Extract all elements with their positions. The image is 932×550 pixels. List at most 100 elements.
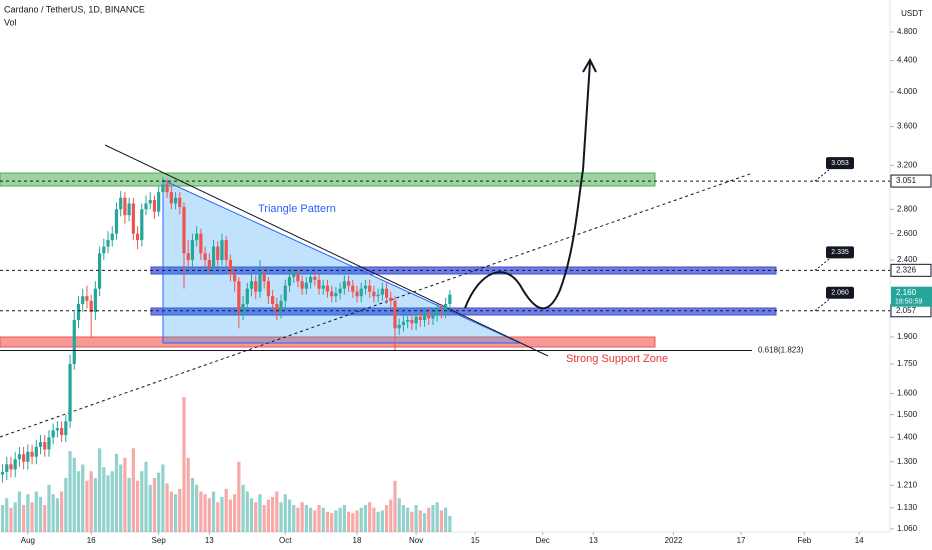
y-tick-label: 1.600 xyxy=(897,389,918,398)
resistance-zone xyxy=(0,172,656,187)
volume-bar xyxy=(296,507,300,532)
candle-body xyxy=(17,454,22,460)
arrow-head xyxy=(582,57,597,73)
level-zone xyxy=(150,307,777,316)
volume-bar xyxy=(292,505,296,532)
support-label: Strong Support Zone xyxy=(566,353,668,365)
volume-bar xyxy=(114,453,119,532)
volume-bar xyxy=(152,478,157,532)
candle-body xyxy=(241,303,245,312)
volume-bar xyxy=(363,505,368,532)
volume-bar xyxy=(372,507,376,532)
x-tick-label: 13 xyxy=(205,536,214,545)
candle-body xyxy=(43,442,47,450)
candle-body xyxy=(389,297,393,301)
candle-body xyxy=(97,253,102,289)
candle-body xyxy=(102,246,106,254)
candle-body xyxy=(211,246,216,267)
candle-body xyxy=(13,459,17,470)
candle-body xyxy=(254,281,258,292)
x-tick-label: 13 xyxy=(589,536,598,545)
volume-bar xyxy=(228,499,233,532)
volume-bar xyxy=(266,499,270,532)
level-label-box xyxy=(890,174,932,188)
candle-body xyxy=(431,315,435,319)
candle-body xyxy=(228,260,233,275)
volume-bar xyxy=(195,484,199,532)
candle-body xyxy=(127,203,131,216)
candle-body xyxy=(9,464,13,470)
triangle-pattern xyxy=(162,179,521,344)
y-tick-label: 3.600 xyxy=(897,122,918,131)
volume-bar xyxy=(313,510,317,532)
volume-bar xyxy=(173,494,178,532)
volume-bar xyxy=(135,480,140,532)
x-tick-label: 16 xyxy=(87,536,96,545)
callout-box xyxy=(826,246,854,259)
chart-title: Cardano / TetherUS, 1D, BINANCE xyxy=(4,4,145,14)
candle-body xyxy=(220,240,224,261)
candle-body xyxy=(304,282,308,289)
volume-bar xyxy=(220,496,224,532)
candle-body xyxy=(190,240,195,261)
candle-body xyxy=(397,324,401,329)
y-tick-label: 3.200 xyxy=(897,160,918,169)
y-tick-label: 1.300 xyxy=(897,457,918,466)
volume-bar xyxy=(368,502,372,532)
candle-body xyxy=(363,285,368,289)
candle-body xyxy=(76,303,81,321)
y-tick-label: 4.000 xyxy=(897,87,918,96)
candle-body xyxy=(342,281,346,289)
candle-body xyxy=(418,316,422,321)
volume-bar xyxy=(435,502,439,532)
candle-body xyxy=(186,253,190,261)
candle-body xyxy=(444,303,448,312)
volume-bar xyxy=(9,507,13,532)
candle-body xyxy=(287,276,292,286)
volume-bar xyxy=(308,507,313,532)
candle-body xyxy=(144,203,148,210)
y-tick-label: 1.500 xyxy=(897,410,918,419)
candle-body xyxy=(401,321,406,325)
candle-body xyxy=(199,233,203,254)
x-tick-label: 14 xyxy=(855,536,864,545)
callout-label: 2.060 xyxy=(831,290,849,297)
volume-bar xyxy=(304,505,308,532)
y-tick-label: 1.750 xyxy=(897,359,918,368)
volume-bar xyxy=(43,505,47,532)
volume-bar xyxy=(182,397,186,532)
candle-body xyxy=(233,274,237,282)
volume-bar xyxy=(55,498,59,532)
callout-box xyxy=(826,286,854,299)
candle-body xyxy=(300,281,304,289)
x-tick-label: Dec xyxy=(536,536,550,545)
y-tick-label: 1.210 xyxy=(897,480,918,489)
volume-bar xyxy=(397,498,401,532)
level-label-box xyxy=(890,263,932,277)
volume-bar xyxy=(275,491,279,532)
volume-bar xyxy=(321,507,325,532)
volume-bar xyxy=(338,507,342,532)
volume-bar xyxy=(123,457,127,532)
volume-bar xyxy=(444,507,448,532)
volume-bar xyxy=(317,505,321,532)
candle-body xyxy=(131,203,135,234)
volume-bar xyxy=(431,505,435,532)
candle-body xyxy=(135,233,140,241)
candle-body xyxy=(393,300,397,329)
candle-body xyxy=(249,281,254,289)
candle-body xyxy=(330,291,334,297)
x-tick-label: 15 xyxy=(471,536,480,545)
volume-bar xyxy=(359,507,363,532)
callout-connector xyxy=(814,298,831,312)
volume-bar xyxy=(279,502,283,532)
volume-bar xyxy=(249,498,254,532)
volume-bar xyxy=(414,505,418,532)
candle-body xyxy=(72,320,76,364)
volume-bar xyxy=(110,471,114,532)
volume-bar xyxy=(389,499,393,532)
candle-body xyxy=(334,293,338,297)
volume-bar xyxy=(384,505,389,532)
volume-bar xyxy=(355,510,359,532)
candle-body xyxy=(110,233,114,241)
